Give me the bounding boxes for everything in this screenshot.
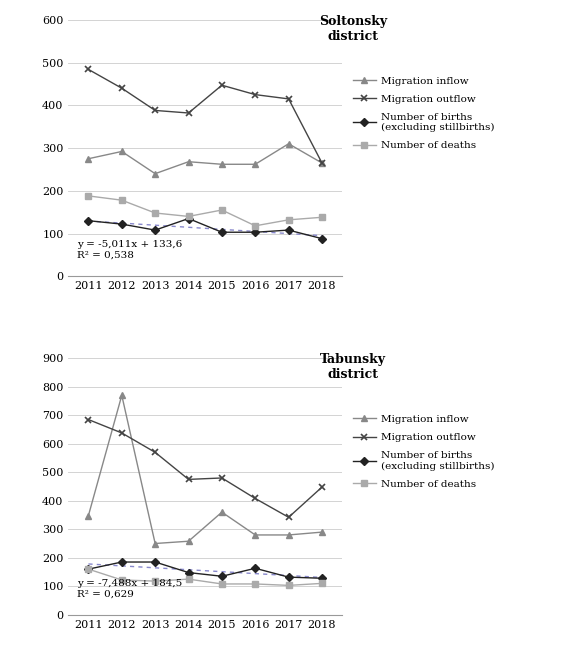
Text: y = -5,011x + 133,6
R² = 0,538: y = -5,011x + 133,6 R² = 0,538 bbox=[76, 241, 182, 260]
Text: Tabunsky
district: Tabunsky district bbox=[320, 353, 386, 381]
Legend: Migration inflow, Migration outflow, Number of births
(excluding stillbirths), N: Migration inflow, Migration outflow, Num… bbox=[353, 415, 494, 488]
Text: y = -7,488x + 184,5
R² = 0,629: y = -7,488x + 184,5 R² = 0,629 bbox=[76, 579, 182, 598]
Legend: Migration inflow, Migration outflow, Number of births
(excluding stillbirths), N: Migration inflow, Migration outflow, Num… bbox=[353, 76, 494, 150]
Text: Soltonsky
district: Soltonsky district bbox=[319, 15, 387, 43]
